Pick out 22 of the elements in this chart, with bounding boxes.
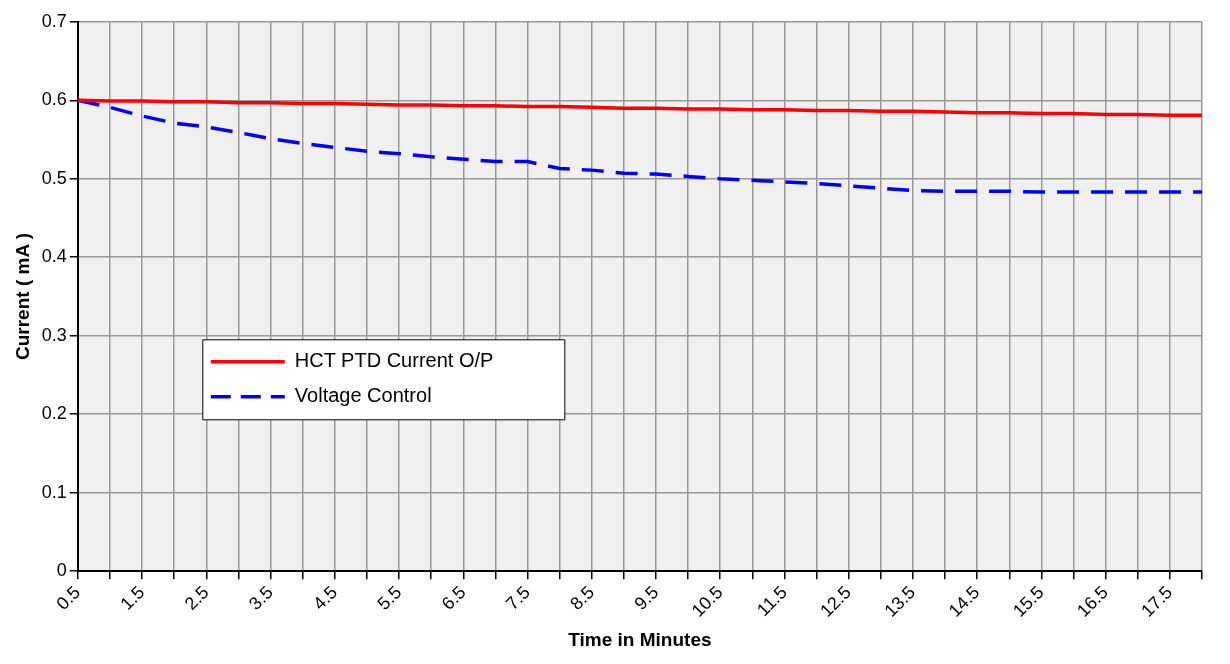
x-tick-label: 2.5 (180, 581, 213, 614)
y-tick-label: 0.3 (41, 324, 67, 345)
y-tick-label: 0.4 (41, 246, 67, 267)
x-axis-title: Time in Minutes (568, 628, 712, 650)
x-tick-label: 3.5 (245, 581, 277, 614)
y-tick-label: 0.2 (41, 403, 67, 424)
x-tick-label: 8.5 (566, 581, 599, 614)
y-axis-title: Current ( mA ) (11, 232, 33, 360)
x-tick-label: 6.5 (437, 581, 470, 614)
legend-label: Voltage Control (294, 384, 432, 407)
x-tick-label: 4.5 (309, 581, 342, 614)
x-tick-label: 9.5 (630, 581, 663, 614)
y-tick-label: 0.6 (41, 89, 67, 110)
y-tick-label: 0.1 (41, 481, 67, 502)
x-tick-label: 1.5 (116, 581, 149, 614)
y-tick-label: 0.7 (41, 10, 67, 31)
y-tick-label: 0.5 (41, 167, 67, 188)
x-tick-label: 7.5 (501, 581, 534, 614)
x-tick-label: 5.5 (373, 581, 406, 614)
x-tick-label: 11.5 (752, 581, 791, 620)
legend-label: HCT PTD Current O/P (294, 349, 494, 372)
y-tick-label: 0 (56, 560, 67, 581)
